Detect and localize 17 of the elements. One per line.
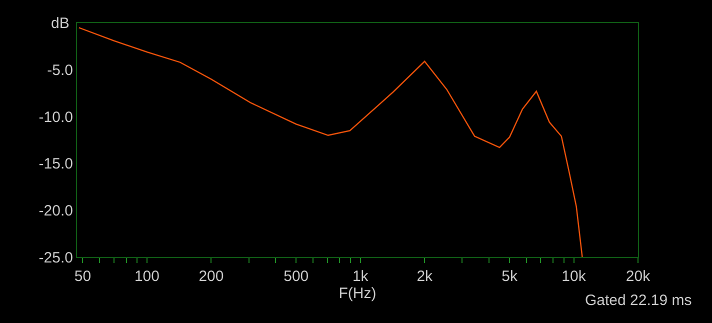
x-tick-label: 50 xyxy=(74,268,92,285)
x-tick-label: 1k xyxy=(352,268,369,285)
text: Gated 22.19 ms xyxy=(585,292,692,309)
y-tick-label: -20.0 xyxy=(38,202,73,220)
x-tick-label: 500 xyxy=(284,268,309,285)
y-tick-label: -25.0 xyxy=(38,249,73,266)
x-tick-label: 200 xyxy=(198,268,224,285)
y-axis-title: dB xyxy=(51,15,70,32)
x-tick-label: 100 xyxy=(134,268,160,285)
x-tick-label: 20k xyxy=(626,268,651,285)
x-tick-label: 2k xyxy=(416,268,434,285)
x-axis-title: F(Hz) xyxy=(338,285,376,302)
x-tick-label: 10k xyxy=(562,268,586,285)
x-tick-label: 5k xyxy=(502,268,518,285)
y-tick-label: -5.0 xyxy=(47,62,73,80)
y-tick-label: -15.0 xyxy=(38,156,73,173)
y-tick-label: -10.0 xyxy=(38,108,73,126)
